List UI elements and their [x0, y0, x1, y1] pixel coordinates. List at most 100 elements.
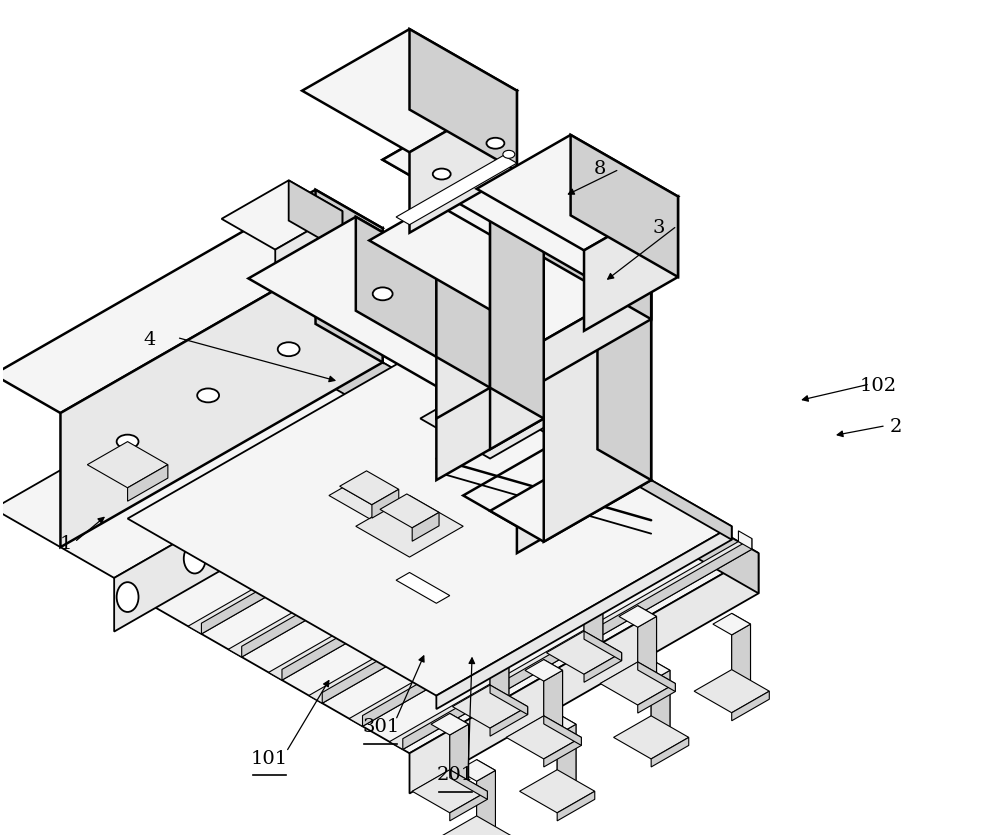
- Polygon shape: [396, 572, 450, 603]
- Polygon shape: [316, 189, 383, 362]
- Text: 1: 1: [59, 535, 72, 553]
- Polygon shape: [651, 670, 670, 748]
- Polygon shape: [60, 228, 383, 547]
- Polygon shape: [544, 279, 651, 380]
- Polygon shape: [651, 660, 670, 737]
- Polygon shape: [490, 685, 528, 715]
- Polygon shape: [188, 426, 550, 634]
- Ellipse shape: [385, 428, 407, 458]
- Ellipse shape: [433, 168, 451, 179]
- Polygon shape: [503, 511, 557, 541]
- Polygon shape: [389, 541, 752, 749]
- Text: 201: 201: [437, 766, 474, 784]
- Polygon shape: [557, 713, 576, 791]
- Polygon shape: [141, 399, 759, 753]
- Polygon shape: [632, 660, 670, 681]
- Polygon shape: [477, 770, 495, 838]
- Polygon shape: [383, 129, 490, 190]
- Polygon shape: [423, 349, 732, 540]
- Polygon shape: [619, 606, 657, 627]
- Polygon shape: [732, 613, 751, 691]
- Polygon shape: [410, 91, 517, 233]
- Polygon shape: [316, 323, 436, 447]
- Ellipse shape: [503, 150, 515, 158]
- Polygon shape: [490, 204, 544, 449]
- Polygon shape: [530, 370, 544, 405]
- Polygon shape: [658, 484, 671, 503]
- Polygon shape: [565, 575, 603, 597]
- Polygon shape: [651, 737, 689, 767]
- Polygon shape: [490, 706, 528, 737]
- Polygon shape: [638, 617, 657, 694]
- Polygon shape: [0, 323, 436, 578]
- Polygon shape: [597, 252, 651, 310]
- Polygon shape: [114, 393, 436, 632]
- Polygon shape: [544, 737, 581, 767]
- Polygon shape: [431, 713, 469, 735]
- Polygon shape: [597, 235, 651, 480]
- Polygon shape: [450, 770, 487, 799]
- Polygon shape: [329, 488, 383, 519]
- Text: 4: 4: [144, 331, 156, 349]
- Polygon shape: [450, 724, 469, 802]
- Polygon shape: [557, 724, 576, 802]
- Polygon shape: [222, 180, 342, 250]
- Polygon shape: [396, 155, 517, 225]
- Polygon shape: [694, 670, 769, 713]
- Polygon shape: [638, 684, 675, 713]
- Polygon shape: [638, 662, 675, 691]
- Text: 102: 102: [859, 377, 896, 395]
- Polygon shape: [544, 716, 581, 746]
- Ellipse shape: [318, 467, 340, 496]
- Polygon shape: [517, 465, 624, 553]
- Polygon shape: [0, 189, 383, 413]
- Polygon shape: [490, 639, 509, 717]
- Text: 101: 101: [251, 750, 288, 768]
- Polygon shape: [544, 660, 563, 737]
- Text: 8: 8: [593, 160, 606, 178]
- Polygon shape: [309, 495, 671, 703]
- Polygon shape: [463, 434, 624, 526]
- Polygon shape: [538, 713, 576, 735]
- Polygon shape: [713, 613, 751, 635]
- Ellipse shape: [316, 247, 326, 254]
- Polygon shape: [380, 494, 439, 528]
- Polygon shape: [452, 685, 528, 728]
- Polygon shape: [128, 349, 732, 696]
- Polygon shape: [383, 129, 651, 283]
- Polygon shape: [738, 530, 752, 549]
- Polygon shape: [450, 713, 469, 791]
- Polygon shape: [289, 180, 342, 251]
- Polygon shape: [600, 662, 675, 705]
- Polygon shape: [436, 324, 544, 480]
- Polygon shape: [584, 653, 622, 682]
- Polygon shape: [420, 379, 560, 458]
- Polygon shape: [584, 586, 603, 664]
- Ellipse shape: [486, 137, 504, 148]
- Polygon shape: [228, 449, 591, 657]
- Polygon shape: [356, 217, 544, 418]
- Polygon shape: [490, 399, 759, 593]
- Polygon shape: [506, 716, 581, 759]
- Polygon shape: [436, 526, 732, 709]
- Polygon shape: [490, 173, 544, 418]
- Polygon shape: [537, 416, 550, 434]
- Polygon shape: [356, 495, 463, 557]
- Polygon shape: [698, 508, 712, 526]
- Polygon shape: [369, 178, 651, 340]
- Ellipse shape: [373, 287, 393, 300]
- Polygon shape: [201, 423, 550, 634]
- Polygon shape: [372, 489, 399, 518]
- Polygon shape: [436, 160, 490, 418]
- Polygon shape: [584, 196, 678, 331]
- Ellipse shape: [251, 505, 273, 535]
- Polygon shape: [439, 816, 514, 838]
- Polygon shape: [450, 791, 487, 821]
- Polygon shape: [638, 606, 657, 684]
- Polygon shape: [458, 759, 495, 781]
- Polygon shape: [477, 178, 651, 319]
- Polygon shape: [471, 628, 509, 650]
- Polygon shape: [410, 553, 759, 794]
- Polygon shape: [340, 471, 399, 504]
- Polygon shape: [436, 173, 544, 235]
